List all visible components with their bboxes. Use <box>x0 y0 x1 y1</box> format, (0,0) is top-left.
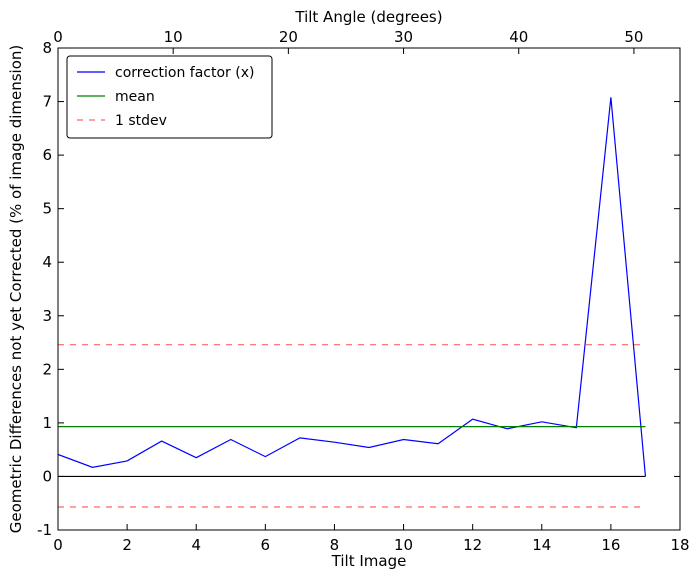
x-tick-label: 0 <box>53 536 63 554</box>
legend-entry-label: correction factor (x) <box>115 65 254 81</box>
top-x-axis-label: Tilt Angle (degrees) <box>294 8 442 26</box>
x-tick-label: 14 <box>532 536 551 554</box>
x-tick-label: 18 <box>670 536 689 554</box>
y-axis-label: Geometric Differences not yet Corrected … <box>7 45 25 534</box>
legend-box <box>66 55 273 139</box>
y-tick-label: 1 <box>42 414 52 432</box>
x-tick-label: 2 <box>122 536 132 554</box>
x-tick-label: 10 <box>394 536 413 554</box>
x-tick-label: 16 <box>601 536 620 554</box>
y-tick-label: -1 <box>37 521 52 539</box>
legend: correction factor (x) mean 1 stdev <box>66 55 273 139</box>
legend-entry-label: mean <box>115 89 155 105</box>
y-tick-label: 4 <box>42 253 52 271</box>
legend-entry-label: 1 stdev <box>115 113 167 129</box>
y-tick-label: 7 <box>42 93 52 111</box>
y-tick-label: 3 <box>42 307 52 325</box>
y-tick-label: 5 <box>42 200 52 218</box>
series-line-correction-factor-x <box>58 97 647 477</box>
top-x-tick-label: 50 <box>624 28 643 46</box>
y-tick-label: 0 <box>42 467 52 485</box>
x-tick-label: 4 <box>191 536 201 554</box>
plot-area-frame <box>57 47 681 531</box>
y-tick-label: 6 <box>42 146 52 164</box>
x-tick-label: 6 <box>261 536 271 554</box>
top-x-tick-label: 20 <box>279 28 298 46</box>
top-x-tick-label: 30 <box>394 28 413 46</box>
x-tick-label: 12 <box>463 536 482 554</box>
y-tick-label: 8 <box>42 39 52 57</box>
top-x-tick-label: 10 <box>164 28 183 46</box>
top-x-tick-label: 40 <box>509 28 528 46</box>
y-tick-label: 2 <box>42 360 52 378</box>
top-x-tick-label: 0 <box>53 28 63 46</box>
x-axis-label: Tilt Image <box>331 552 407 570</box>
x-tick-label: 8 <box>330 536 340 554</box>
